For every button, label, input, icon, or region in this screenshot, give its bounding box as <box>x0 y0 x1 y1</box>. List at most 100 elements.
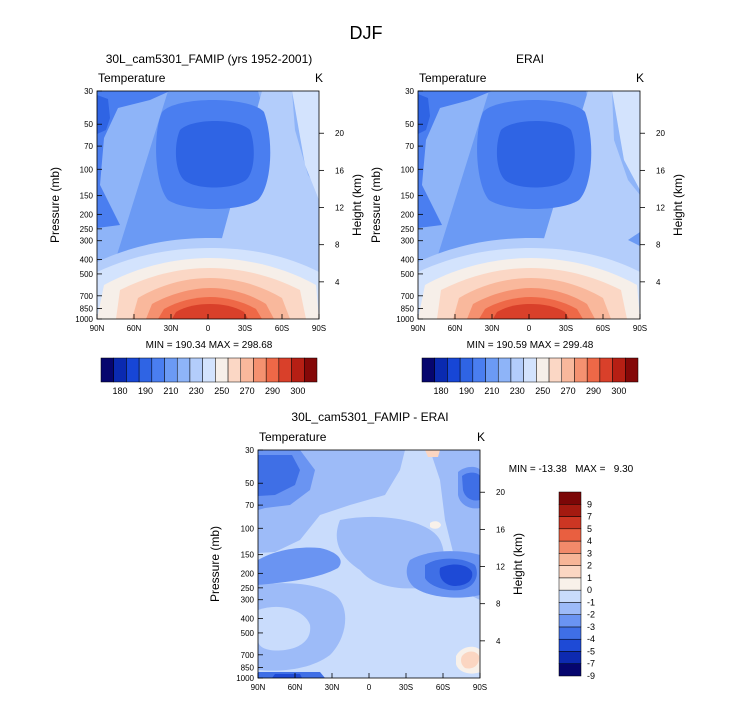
colorbar-swatch <box>510 357 524 383</box>
contour-band <box>258 606 311 651</box>
stats-label: MIN = -13.38 MAX = 9.30 <box>509 464 634 475</box>
colorbar-swatch <box>240 357 254 383</box>
contour-band <box>272 674 302 678</box>
contour-band <box>462 472 480 501</box>
y-tick-label: 150 <box>241 551 255 560</box>
y-tick-label: 400 <box>401 255 415 264</box>
colorbar-swatch <box>459 357 474 383</box>
colorbar-label: 2 <box>587 561 592 571</box>
y-tick-label: 150 <box>401 192 415 201</box>
contour-band <box>172 304 248 319</box>
colorbar-label: 230 <box>189 386 204 396</box>
x-tick-label: 90N <box>90 324 105 333</box>
y-tick-label: 700 <box>80 292 94 301</box>
panel-reference: ERAI Temperature K 305070100150200250300… <box>369 52 685 396</box>
contour-plot <box>418 91 640 319</box>
x-tick-label: 90S <box>473 683 487 692</box>
colorbar-swatch <box>599 357 613 383</box>
y-tick-label: 30 <box>405 87 414 96</box>
colorbar-swatch <box>227 357 242 383</box>
height-tick-label: 8 <box>496 600 501 609</box>
height-tick-label: 16 <box>335 166 344 175</box>
contour-band <box>425 450 440 457</box>
colorbar-swatch <box>472 357 486 383</box>
contour-band <box>496 121 575 188</box>
colorbar-swatch <box>558 491 582 505</box>
y-tick-label: 150 <box>80 192 94 201</box>
colorbar-label: -1 <box>587 597 595 607</box>
colorbar-swatch <box>625 357 639 383</box>
height-tick-label: 20 <box>496 488 505 497</box>
colorbar-swatch <box>586 357 601 383</box>
colorbar-swatch <box>189 357 203 383</box>
field-label: Temperature <box>419 71 487 85</box>
colorbar-swatch <box>100 357 114 383</box>
colorbar-swatch <box>558 540 582 554</box>
colorbar-swatch <box>113 357 127 383</box>
colorbar-swatch <box>558 528 582 542</box>
contour-plot <box>97 91 319 319</box>
x-tick-label: 0 <box>367 683 372 692</box>
colorbar-label: 300 <box>611 386 626 396</box>
colorbar: 9 7 5 4 3 2 1 0 -1 -2 -3 -4 -5 -7 -9 <box>558 491 595 681</box>
panel-title: 30L_cam5301_FAMIP - ERAI <box>291 410 448 424</box>
contour-band <box>292 91 319 200</box>
colorbar-swatch <box>126 357 140 383</box>
y-tick-label: 50 <box>84 120 93 129</box>
y-axis-label-right: Height (km) <box>511 533 525 595</box>
units-label: K <box>636 71 644 85</box>
contour-band <box>258 547 341 585</box>
contour-band <box>430 521 441 529</box>
colorbar-swatch <box>421 357 435 383</box>
y-tick-label: 850 <box>401 304 415 313</box>
colorbar-swatch <box>558 663 582 677</box>
colorbar-label: 1 <box>587 573 592 583</box>
x-tick-label: 0 <box>206 324 211 333</box>
y-tick-label: 200 <box>401 210 415 219</box>
colorbar-label: -4 <box>587 634 595 644</box>
colorbar-swatch <box>574 357 588 383</box>
x-tick-label: 90S <box>633 324 647 333</box>
height-tick-label: 4 <box>656 278 661 287</box>
y-tick-label: 500 <box>241 629 255 638</box>
colorbar-label: 270 <box>240 386 255 396</box>
panel-title: 30L_cam5301_FAMIP (yrs 1952-2001) <box>106 52 313 66</box>
colorbar-label: 300 <box>290 386 305 396</box>
y-tick-label: 250 <box>80 225 94 234</box>
colorbar-swatch <box>558 602 582 615</box>
y-tick-label: 100 <box>401 165 415 174</box>
height-tick-label: 12 <box>496 563 505 572</box>
contour-band <box>612 91 640 190</box>
colorbar-swatch <box>291 357 305 383</box>
y-tick-label: 50 <box>245 479 254 488</box>
colorbar-label: 4 <box>587 536 592 546</box>
colorbar-label: 190 <box>138 386 153 396</box>
page-title: DJF <box>350 23 383 43</box>
colorbar-swatch <box>304 357 318 383</box>
y-tick-label: 400 <box>80 255 94 264</box>
colorbar-label: 0 <box>587 585 592 595</box>
colorbar-swatch <box>558 638 582 652</box>
colorbar-swatch <box>215 357 229 383</box>
y-tick-label: 50 <box>405 120 414 129</box>
y-tick-label: 300 <box>241 596 255 605</box>
height-tick-label: 8 <box>656 241 661 250</box>
axes: 305070100150200250300400500700850100090N… <box>396 87 665 333</box>
colorbar-swatch <box>164 357 178 383</box>
colorbar-label: 9 <box>587 499 592 509</box>
y-tick-label: 850 <box>80 304 94 313</box>
x-tick-label: 30S <box>399 683 413 692</box>
axes: 305070100150200250300400500700850100090N… <box>236 446 505 692</box>
colorbar-swatch <box>558 577 582 591</box>
panel-model: 30L_cam5301_FAMIP (yrs 1952-2001) Temper… <box>48 52 364 396</box>
y-axis-label-right: Height (km) <box>350 174 364 236</box>
x-tick-label: 60N <box>288 683 303 692</box>
colorbar-label: 3 <box>587 548 592 558</box>
colorbar-swatch <box>485 357 499 383</box>
x-tick-label: 60N <box>127 324 142 333</box>
x-tick-label: 0 <box>527 324 532 333</box>
contour-band <box>175 121 254 188</box>
y-tick-label: 850 <box>241 663 255 672</box>
colorbar-label: 250 <box>214 386 229 396</box>
